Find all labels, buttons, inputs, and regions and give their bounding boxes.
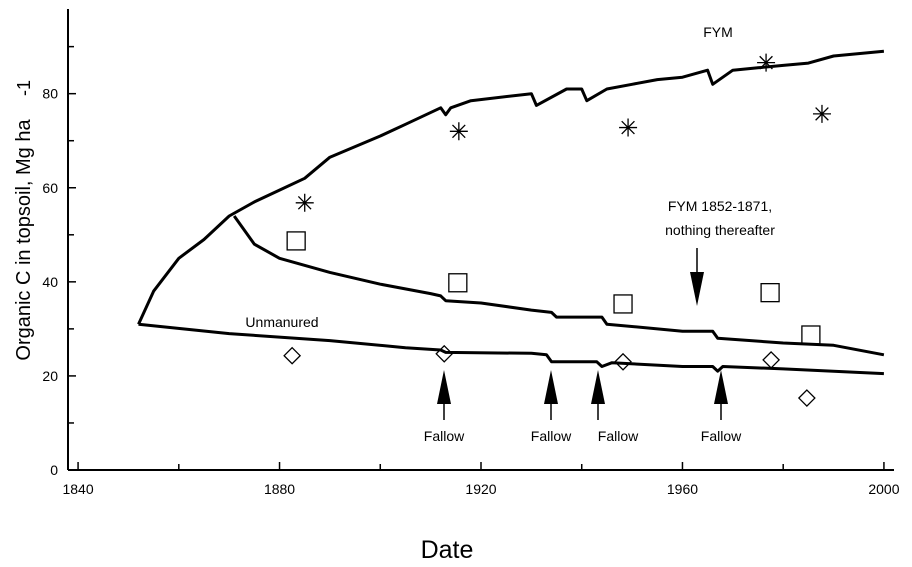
arrow-head (437, 370, 451, 404)
arrow-head (714, 370, 728, 404)
x-tick-label: 1960 (667, 481, 698, 497)
square-marker (613, 294, 633, 314)
arrow-head (591, 370, 605, 404)
data-line (137, 49, 885, 325)
x-tick-label: 2000 (868, 481, 899, 497)
data-line (138, 322, 884, 376)
diamond-marker (762, 351, 781, 369)
y-tick-label: 20 (42, 368, 58, 384)
diamond-marker (797, 389, 816, 407)
annotation: FYM (703, 24, 733, 40)
square-marker (448, 273, 468, 293)
arrow-head (544, 370, 558, 404)
arrow-head (690, 272, 704, 306)
annotation: Fallow (531, 428, 572, 444)
diamond-marker (435, 344, 454, 363)
x-tick-label: 1920 (465, 481, 496, 497)
annotation: Fallow (598, 428, 639, 444)
star-marker (812, 104, 831, 123)
y-axis-label: Organic C in topsoil, Mg ha (13, 119, 35, 361)
annotation: Fallow (424, 428, 465, 444)
square-marker (801, 325, 821, 345)
diamond-marker (283, 346, 302, 365)
y-tick-label: 0 (50, 462, 58, 478)
data-line (232, 215, 885, 357)
square-marker (286, 231, 306, 251)
x-tick-label: 1880 (264, 481, 295, 497)
annotation: Fallow (701, 428, 742, 444)
y-tick-label: 40 (42, 274, 58, 290)
x-tick-label: 1840 (62, 481, 93, 497)
annotation: FYM 1852-1871, (668, 198, 772, 214)
y-tick-label: 60 (42, 180, 58, 196)
star-marker (295, 193, 314, 212)
y-axis-label-superscript: -1 (14, 80, 34, 96)
x-axis-label: Date (421, 536, 474, 562)
annotation: Unmanured (245, 314, 318, 330)
star-marker (449, 122, 468, 141)
square-marker (760, 283, 780, 303)
star-marker (619, 118, 638, 137)
star-marker (757, 53, 776, 72)
y-tick-label: 80 (42, 86, 58, 102)
diamond-marker (614, 352, 632, 371)
annotation: nothing thereafter (665, 222, 775, 238)
